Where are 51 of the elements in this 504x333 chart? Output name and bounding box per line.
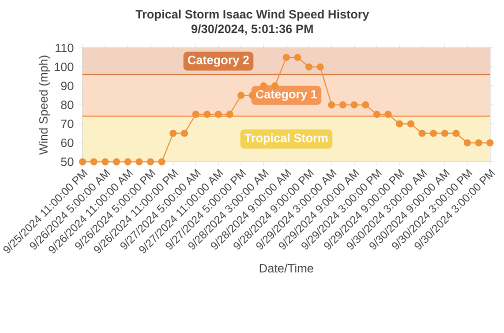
point xyxy=(237,92,245,100)
band-label: Category 2 xyxy=(188,56,249,67)
y-tick-label: 50 xyxy=(61,158,74,166)
point xyxy=(248,92,256,100)
x-axis-title: Date/Time xyxy=(260,264,314,273)
point xyxy=(102,158,109,166)
point xyxy=(396,120,404,128)
point xyxy=(260,82,268,90)
point xyxy=(441,130,448,138)
point xyxy=(271,82,279,90)
point xyxy=(180,130,188,138)
point xyxy=(362,101,370,109)
band-label: Category 1 xyxy=(256,90,317,102)
point xyxy=(226,110,234,118)
point xyxy=(316,64,324,71)
point xyxy=(452,130,460,138)
point xyxy=(170,130,177,138)
point xyxy=(350,101,358,109)
point xyxy=(112,158,120,166)
point xyxy=(203,110,211,118)
point xyxy=(407,120,414,128)
y-tick-label: 60 xyxy=(61,138,74,148)
point xyxy=(294,54,302,62)
point xyxy=(158,158,166,166)
point xyxy=(384,110,392,118)
point xyxy=(90,158,98,166)
y-tick-label: 70 xyxy=(61,120,74,128)
point xyxy=(430,130,438,138)
point xyxy=(282,54,290,62)
point xyxy=(373,110,380,118)
point xyxy=(78,158,86,166)
chart-subtitle: 9/30/2024, 5:01:36 PM xyxy=(191,24,313,36)
point xyxy=(418,130,426,138)
point xyxy=(136,158,143,166)
point xyxy=(475,139,482,147)
y-tick-label: 80 xyxy=(61,100,74,110)
y-tick-label: 100 xyxy=(54,62,74,72)
point xyxy=(124,158,132,166)
point xyxy=(464,139,471,147)
point xyxy=(328,101,336,109)
point xyxy=(486,139,494,147)
band-label: Tropical Storm xyxy=(244,134,328,145)
y-axis-title: Wind Speed (mph) xyxy=(38,56,50,155)
point xyxy=(305,64,313,71)
point xyxy=(339,101,346,109)
point xyxy=(146,158,154,166)
point xyxy=(192,110,200,118)
point xyxy=(214,110,222,118)
y-tick-label: 90 xyxy=(61,82,74,90)
chart-title: Tropical Storm Isaac Wind Speed History xyxy=(136,10,370,22)
y-tick-label: 110 xyxy=(56,44,74,52)
